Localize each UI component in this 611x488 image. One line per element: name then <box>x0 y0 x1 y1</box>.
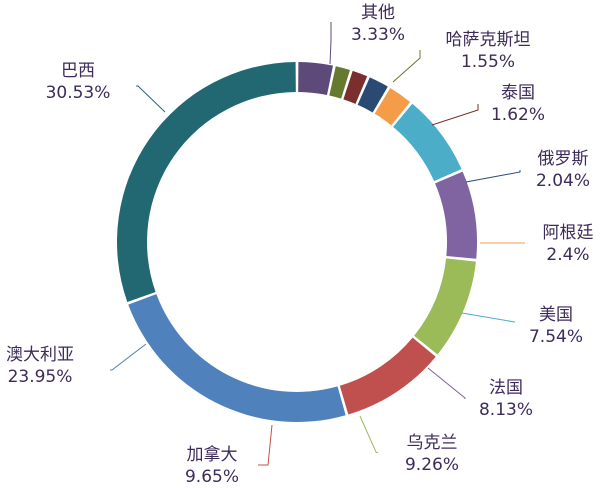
slice-label: 其他 <box>361 3 395 23</box>
slice-label: 泰国 <box>501 83 535 103</box>
slice-label: 法国 <box>489 378 523 398</box>
donut-slice <box>339 337 436 415</box>
donut-slice <box>393 103 462 182</box>
leader-line <box>329 22 332 65</box>
slice-percent-label: 1.62% <box>491 105 545 125</box>
slice-percent-label: 7.54% <box>529 327 583 347</box>
slice-percent-label: 9.26% <box>405 455 459 475</box>
donut-slice <box>116 62 296 302</box>
slice-percent-label: 3.33% <box>351 25 405 45</box>
slice-label: 澳大利亚 <box>6 345 74 365</box>
slice-label: 巴西 <box>61 61 95 81</box>
slice-label: 美国 <box>539 305 573 325</box>
leader-line <box>258 424 273 466</box>
donut-slice <box>329 66 350 99</box>
slice-label: 乌克兰 <box>407 433 458 453</box>
slice-percent-label: 30.53% <box>46 83 111 103</box>
slice-label: 加拿大 <box>187 444 238 465</box>
slice-percent-label: 8.13% <box>479 400 533 420</box>
donut-slice <box>357 77 388 113</box>
leader-line <box>465 170 521 183</box>
donut-slice <box>343 70 368 104</box>
leader-line <box>110 343 147 371</box>
slice-percent-label: 2.04% <box>536 171 590 191</box>
slice-percent-label: 1.55% <box>461 52 515 72</box>
slice-percent-label: 9.65% <box>185 467 239 487</box>
leader-line <box>427 367 466 399</box>
donut-slice <box>128 294 346 422</box>
slice-label: 哈萨克斯坦 <box>446 30 531 50</box>
leader-line <box>359 415 379 454</box>
leader-line <box>461 312 516 323</box>
leader-line <box>392 50 421 83</box>
leader-line <box>431 104 479 126</box>
slice-percent-label: 23.95% <box>8 367 73 387</box>
donut-slice <box>435 171 477 259</box>
donut-slice <box>374 88 411 126</box>
donut-slice <box>414 258 476 355</box>
leader-line <box>136 85 166 113</box>
slice-label: 俄罗斯 <box>538 149 589 169</box>
donut-slice <box>298 62 334 96</box>
slice-percent-label: 2.4% <box>546 245 589 265</box>
slice-label: 阿根廷 <box>543 223 594 243</box>
